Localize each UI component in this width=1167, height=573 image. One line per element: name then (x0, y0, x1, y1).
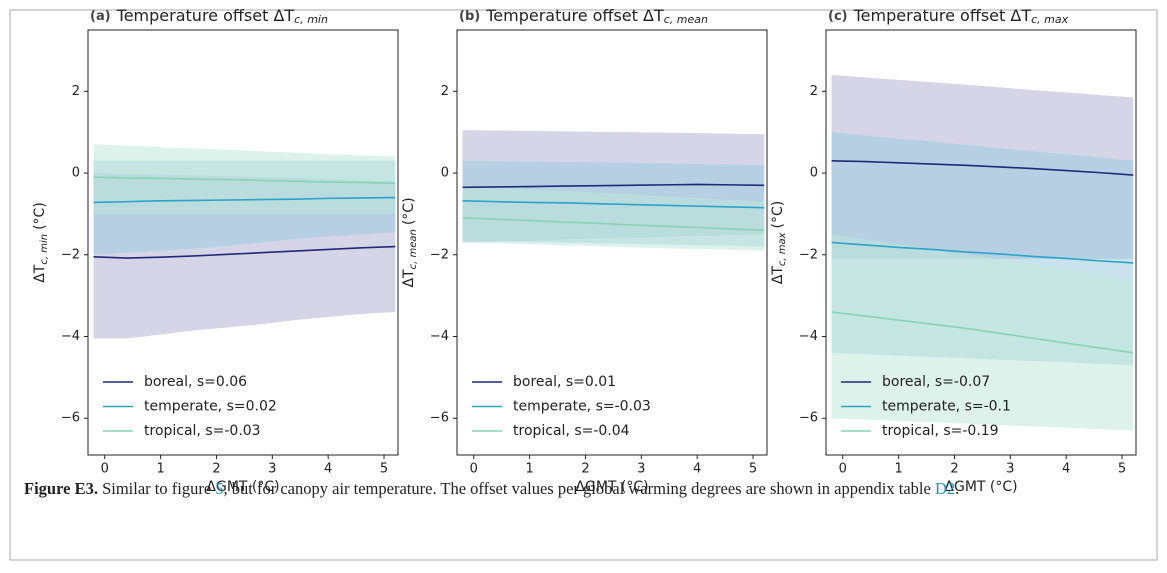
series-line (462, 183, 765, 189)
band (93, 144, 396, 214)
caption-label: Figure E3. (24, 479, 98, 498)
y-tick-label: 0 (810, 166, 818, 181)
x-axis-label: ΔGMT (°C) (944, 479, 1017, 495)
legend-label: boreal, s=0.06 (144, 374, 247, 390)
y-tick-label: −4 (799, 329, 818, 344)
axes-frame (456, 29, 768, 456)
x-tick-label: 4 (324, 462, 332, 477)
y-tick-label: 2 (441, 84, 449, 99)
text-part: (°C) (401, 197, 417, 225)
y-tick-label: −6 (430, 411, 449, 426)
text-part: c, min (39, 234, 50, 265)
caption-ref: 5 (215, 479, 224, 498)
text-part: c, mean (664, 13, 708, 26)
x-tick-label: 5 (1118, 462, 1126, 477)
text-part: ΔT (32, 264, 48, 283)
y-tick-label: 0 (72, 166, 80, 181)
caption: Figure E3. Similar to figure 5, but for … (24, 477, 1134, 501)
legend-label: boreal, s=0.01 (513, 374, 616, 390)
legend-label: tropical, s=-0.19 (882, 423, 999, 439)
x-axis-label: ΔGMT (°C) (575, 479, 648, 495)
x-tick-label: 4 (693, 462, 701, 477)
y-tick-label: −6 (799, 411, 818, 426)
y-tick-label: −4 (61, 329, 80, 344)
text-part: c, max (777, 232, 788, 266)
y-axis-label: ΔTc, max (°C) (770, 201, 788, 285)
text-part: (a) (90, 9, 111, 24)
x-tick-label: 0 (839, 462, 847, 477)
legend-label: tropical, s=-0.03 (144, 423, 261, 439)
panel-title: (b) Temperature offset ΔTc, mean (459, 6, 708, 27)
series-line (462, 200, 765, 209)
legend-label: temperate, s=-0.1 (882, 399, 1011, 415)
x-tick-label: 1 (894, 462, 902, 477)
caption-text: . (955, 479, 960, 498)
legend-label: tropical, s=-0.04 (513, 423, 630, 439)
x-tick-label: 1 (525, 462, 533, 477)
text-part: c, min (294, 13, 328, 26)
series-line (831, 159, 1134, 176)
text-part: ΔT (770, 266, 786, 285)
band (462, 185, 765, 251)
x-tick-label: 4 (1062, 462, 1070, 477)
axes-frame (825, 29, 1137, 456)
legend-label: temperate, s=0.02 (144, 399, 277, 415)
series-line (93, 196, 396, 204)
text-part: (c) (828, 9, 848, 24)
x-tick-label: 2 (950, 462, 958, 477)
x-tick-label: 0 (101, 462, 109, 477)
y-tick-label: 2 (810, 84, 818, 99)
caption-text: Similar to figure (97, 479, 216, 498)
text-part: Temperature offset ΔT (116, 6, 295, 25)
text-part: (°C) (770, 201, 786, 229)
text-part: (b) (459, 9, 480, 24)
text-part: (°C) (32, 202, 48, 230)
panel-title: (a) Temperature offset ΔTc, min (90, 6, 328, 27)
y-tick-label: −2 (799, 247, 818, 262)
text-part: c, max (1031, 13, 1068, 26)
legend-label: temperate, s=-0.03 (513, 399, 651, 415)
y-axis-label: ΔTc, min (°C) (32, 202, 50, 283)
x-tick-label: 5 (380, 462, 388, 477)
band (831, 234, 1134, 431)
x-tick-label: 3 (268, 462, 276, 477)
x-axis-label: ΔGMT (°C) (206, 479, 279, 495)
x-tick-label: 5 (749, 462, 757, 477)
y-tick-label: 0 (441, 166, 449, 181)
series-line (831, 311, 1134, 354)
y-axis-label: ΔTc, mean (°C) (401, 197, 419, 287)
series-line (93, 176, 396, 185)
caption-ref: D2 (934, 479, 956, 498)
legend-label: boreal, s=-0.07 (882, 374, 990, 390)
text-part: c, mean (408, 229, 419, 269)
x-tick-label: 2 (212, 462, 220, 477)
series-line (93, 245, 396, 259)
series-line (462, 217, 765, 232)
x-tick-label: 0 (470, 462, 478, 477)
y-tick-label: −4 (430, 329, 449, 344)
series-line (831, 241, 1134, 264)
y-tick-label: 2 (72, 84, 80, 99)
axes-frame (87, 29, 399, 456)
panel-title: (c) Temperature offset ΔTc, max (828, 6, 1069, 27)
x-tick-label: 3 (637, 462, 645, 477)
x-tick-label: 3 (1006, 462, 1014, 477)
text-part: Temperature offset ΔT (853, 6, 1032, 25)
x-tick-label: 1 (156, 462, 164, 477)
y-tick-label: −2 (61, 247, 80, 262)
text-part: ΔT (401, 269, 417, 288)
text-part: Temperature offset ΔT (485, 6, 664, 25)
x-tick-label: 2 (581, 462, 589, 477)
frame (9, 9, 1158, 561)
caption-text: , but for canopy air temperature. The of… (223, 479, 935, 498)
y-tick-label: −2 (430, 247, 449, 262)
y-tick-label: −6 (61, 411, 80, 426)
